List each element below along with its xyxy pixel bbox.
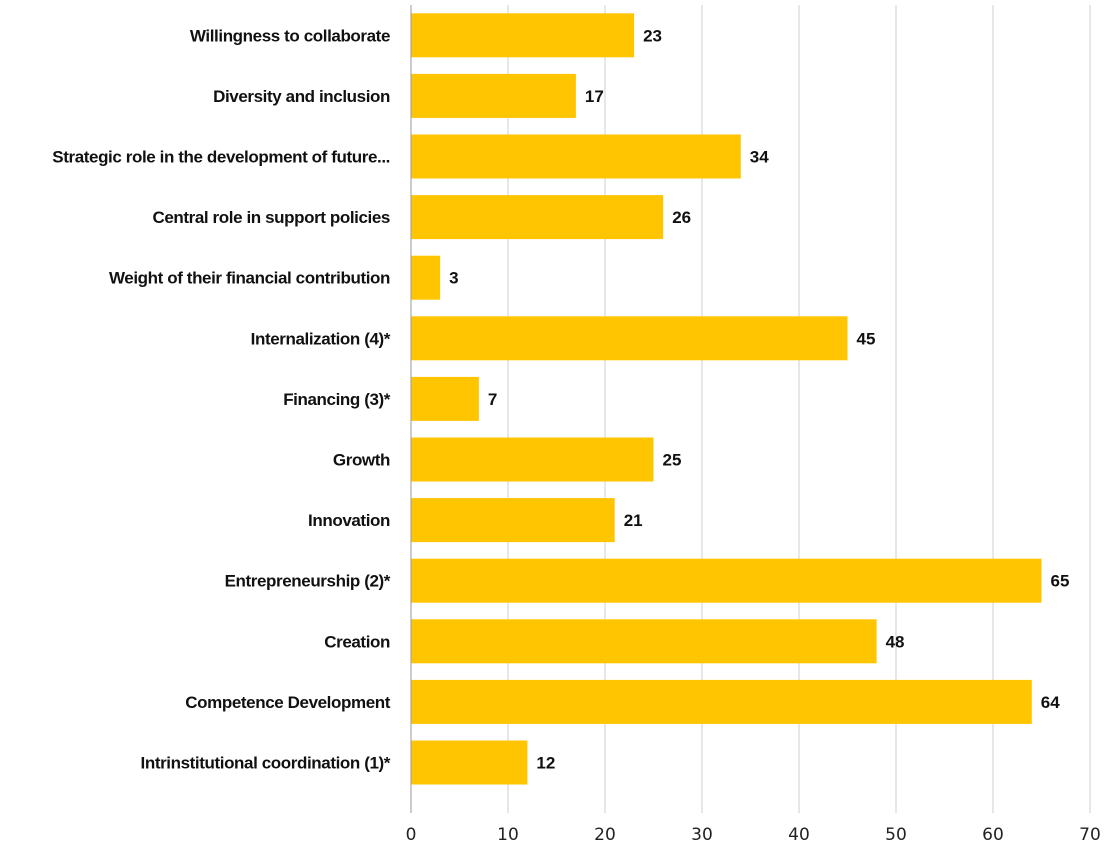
category-label: Financing (3)* [283,390,391,409]
x-tick-label: 10 [497,825,519,845]
bar [411,195,664,240]
x-tick-label: 50 [885,825,907,845]
bar [411,437,654,482]
x-tick-label: 60 [982,825,1004,845]
category-labels: Willingness to collaborate Diversity and … [52,26,391,772]
value-label: 23 [643,26,662,45]
value-label: 17 [585,87,604,106]
bar [411,498,615,543]
category-label: Weight of their financial contribution [109,269,390,288]
bar [411,376,479,421]
value-label: 25 [663,451,682,470]
value-label: 7 [488,390,497,409]
category-label: Strategic role in the development of fut… [52,148,390,167]
bar [411,619,877,664]
value-labels: 23 17 34 26 3 45 7 25 21 65 48 64 12 [449,26,1069,772]
value-label: 65 [1051,572,1070,591]
category-label: Intrinstitutional coordination (1)* [141,754,391,773]
bars [411,13,1042,785]
value-label: 21 [624,511,643,530]
x-tick-label: 70 [1079,825,1101,845]
bar [411,73,576,118]
bar [411,134,741,179]
category-label: Creation [324,632,390,651]
value-label: 64 [1041,693,1060,712]
value-label: 45 [857,329,876,348]
bar [411,679,1032,724]
value-label: 48 [886,632,905,651]
value-label: 26 [672,208,691,227]
bar [411,13,635,58]
x-tick-label: 20 [594,825,616,845]
category-label: Competence Development [185,693,390,712]
category-label: Willingness to collaborate [190,26,390,45]
category-label: Innovation [308,511,390,530]
value-label: 12 [536,754,555,773]
x-tick-label: 0 [406,825,417,845]
x-tick-label: 30 [691,825,713,845]
category-label: Internalization (4)* [251,329,391,348]
bar [411,316,848,361]
category-label: Entrepreneurship (2)* [225,572,391,591]
value-label: 3 [449,269,458,288]
category-label: Central role in support policies [152,208,390,227]
x-axis: 0 10 20 30 40 50 60 70 [406,5,1101,845]
x-tick-label: 40 [788,825,810,845]
category-label: Diversity and inclusion [213,87,390,106]
bar [411,255,441,300]
bar [411,558,1042,603]
category-label: Growth [333,451,390,470]
bar [411,740,528,785]
value-label: 34 [750,148,769,167]
